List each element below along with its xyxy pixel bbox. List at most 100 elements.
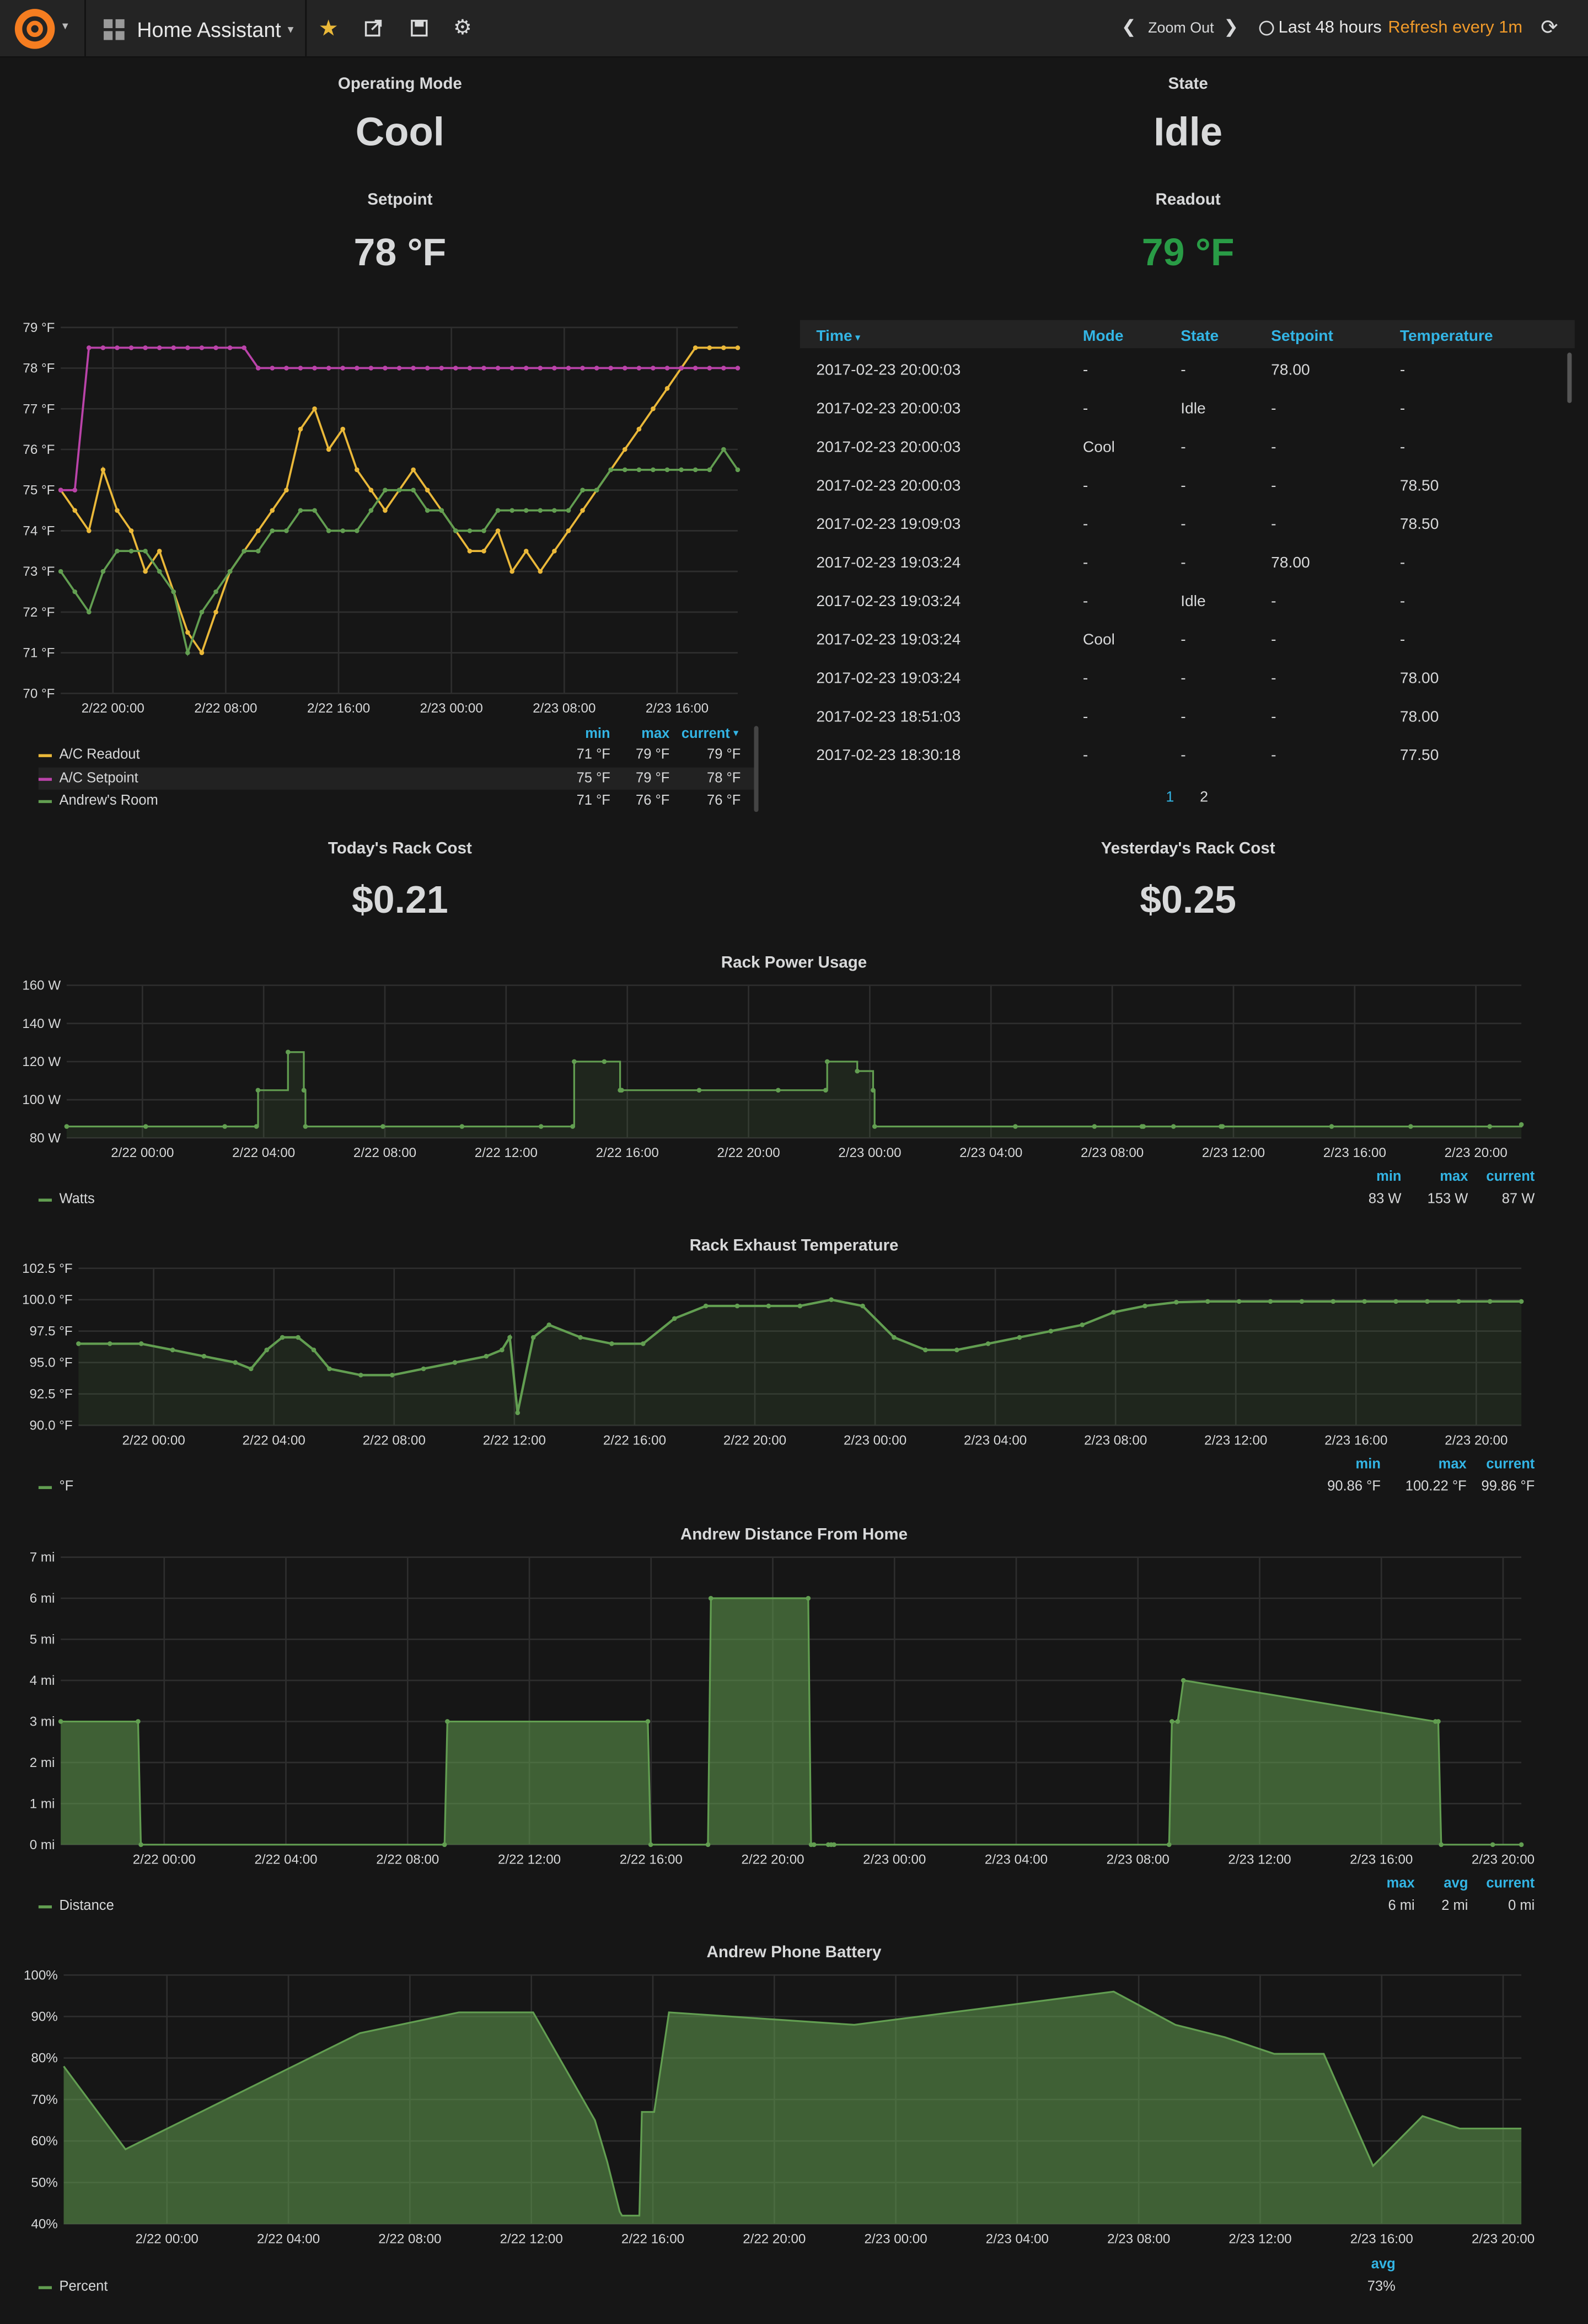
data-point bbox=[1141, 1124, 1146, 1129]
legend-header-min[interactable]: min bbox=[585, 726, 610, 742]
save-icon[interactable] bbox=[410, 18, 428, 44]
series-line bbox=[60, 447, 739, 657]
data-point bbox=[312, 406, 317, 411]
legend-header-max[interactable]: max bbox=[641, 726, 670, 742]
data-point bbox=[383, 366, 388, 371]
zoom-forward-chevron-icon[interactable]: ❯ bbox=[1224, 16, 1239, 38]
legend-series-name[interactable]: A/C Readout bbox=[59, 747, 140, 763]
table-scrollbar[interactable] bbox=[1567, 352, 1572, 403]
x-tick-label: 2/22 04:00 bbox=[254, 1852, 317, 1867]
data-point bbox=[1080, 1322, 1085, 1327]
col-temperature[interactable]: Temperature bbox=[1399, 327, 1493, 345]
col-mode[interactable]: Mode bbox=[1082, 327, 1124, 345]
table-cell: - bbox=[1082, 477, 1088, 495]
time-range-picker[interactable]: Last 48 hours bbox=[1278, 19, 1382, 38]
dashboard-picker[interactable]: Home Assistant ▾ bbox=[104, 17, 293, 43]
distance-graph[interactable]: 0 mi 1 mi 2 mi 3 mi 4 mi 5 mi 6 mi 7 mi 2/22 00:… bbox=[0, 1547, 1541, 1875]
table-cell: - bbox=[1271, 515, 1276, 534]
data-point bbox=[892, 1335, 897, 1340]
col-state[interactable]: State bbox=[1181, 327, 1219, 345]
data-point bbox=[806, 1595, 811, 1601]
page-2-link[interactable]: 2 bbox=[1200, 789, 1209, 806]
legend-series-row[interactable]: Andrew's Room 71 °F 76 °F 76 °F bbox=[38, 790, 755, 813]
zoom-back-chevron-icon[interactable]: ❮ bbox=[1121, 16, 1136, 38]
legend-scrollbar[interactable] bbox=[754, 726, 759, 812]
share-icon[interactable] bbox=[364, 18, 384, 44]
x-tick-label: 2/22 08:00 bbox=[353, 1145, 416, 1160]
grafana-logo-icon[interactable] bbox=[14, 9, 55, 49]
table-cell: Cool bbox=[1082, 438, 1115, 457]
data-point bbox=[664, 386, 670, 391]
data-point bbox=[1329, 1124, 1334, 1129]
data-point bbox=[143, 345, 148, 350]
data-point bbox=[509, 366, 514, 371]
data-point bbox=[1268, 1299, 1273, 1304]
data-point bbox=[368, 508, 374, 513]
legend-header-current[interactable]: current bbox=[681, 726, 730, 742]
legend-stat-header[interactable]: current bbox=[1486, 1456, 1535, 1473]
table-header-bar bbox=[800, 320, 1575, 349]
legend-series-name[interactable]: A/C Setpoint bbox=[59, 769, 138, 786]
x-tick-label: 2/22 08:00 bbox=[376, 1852, 439, 1867]
legend-stat-header[interactable]: current bbox=[1486, 1169, 1535, 1186]
legend-series-name[interactable]: °F bbox=[59, 1479, 74, 1495]
legend-series-name[interactable]: Percent bbox=[59, 2278, 108, 2295]
legend-series-name[interactable]: Andrew's Room bbox=[59, 792, 158, 809]
data-point bbox=[580, 488, 585, 492]
legend-series-row[interactable]: A/C Setpoint 75 °F 79 °F 78 °F bbox=[38, 767, 756, 790]
col-setpoint[interactable]: Setpoint bbox=[1271, 327, 1333, 345]
legend-stat-header[interactable]: current bbox=[1486, 1876, 1535, 1892]
legend-series-row[interactable]: A/C Readout 71 °F 79 °F 79 °F bbox=[38, 744, 755, 767]
data-point bbox=[136, 1719, 141, 1724]
battery-legend: Percent avg 73% bbox=[38, 2256, 1535, 2298]
y-tick-label: 3 mi bbox=[30, 1715, 55, 1729]
legend-stat-value: 90.86 °F bbox=[1327, 1479, 1381, 1495]
data-point bbox=[566, 528, 571, 533]
data-point bbox=[87, 345, 92, 350]
battery-graph[interactable]: 40% 50% 60% 70% 80% 90% 100% 2/22 00:00 2/22 04:… bbox=[0, 1964, 1541, 2255]
data-point bbox=[298, 426, 303, 432]
table-cell: Idle bbox=[1181, 400, 1206, 418]
legend-stat-header[interactable]: min bbox=[1376, 1169, 1402, 1186]
data-point bbox=[823, 1088, 828, 1093]
exhaust-graph[interactable]: 90.0 °F 92.5 °F 95.0 °F 97.5 °F 100.0 °F 102.… bbox=[0, 1258, 1541, 1454]
col-time[interactable]: Time ▾ bbox=[816, 327, 861, 345]
legend-stat-header[interactable]: avg bbox=[1444, 1876, 1468, 1892]
table-row: 2017-02-23 18:30:18 - - - 77.50 bbox=[816, 736, 1564, 775]
x-tick-label: 2/23 00:00 bbox=[420, 701, 483, 716]
legend-stat-header[interactable]: avg bbox=[1371, 2256, 1396, 2273]
data-point bbox=[72, 589, 78, 595]
data-point bbox=[705, 1842, 711, 1848]
legend-stat-header[interactable]: max bbox=[1386, 1876, 1415, 1892]
data-point bbox=[696, 1088, 702, 1093]
table-cell: - bbox=[1181, 438, 1186, 457]
table-row: 2017-02-23 19:03:24 - - - 78.00 bbox=[816, 660, 1564, 698]
zoom-out-button[interactable]: Zoom Out bbox=[1148, 20, 1214, 38]
legend-stat-header[interactable]: max bbox=[1438, 1456, 1467, 1473]
data-point bbox=[213, 345, 218, 350]
power-graph[interactable]: 80 W 100 W 120 W 140 W 160 W 2/22 00:00 2/22 0… bbox=[0, 975, 1541, 1168]
legend-stat-value: 73% bbox=[1367, 2278, 1396, 2295]
legend-stat-header[interactable]: max bbox=[1440, 1169, 1468, 1186]
table-cell: - bbox=[1399, 400, 1405, 418]
data-point bbox=[76, 1341, 81, 1346]
logo-caret-icon[interactable]: ▾ bbox=[62, 19, 68, 33]
data-point bbox=[566, 508, 571, 513]
star-icon[interactable]: ★ bbox=[318, 16, 339, 42]
data-point bbox=[64, 1124, 69, 1129]
legend-series-name[interactable]: Distance bbox=[59, 1898, 114, 1915]
legend-series-name[interactable]: Watts bbox=[59, 1191, 95, 1208]
data-point bbox=[831, 1842, 836, 1848]
refresh-icon[interactable]: ⟳ bbox=[1541, 14, 1558, 39]
table-row: 2017-02-23 19:09:03 - - - 78.50 bbox=[816, 505, 1564, 544]
temperature-graph[interactable]: 70 °F 71 °F 72 °F 73 °F 74 °F 75 °F 76 °F 77 °F… bbox=[0, 314, 763, 726]
data-point bbox=[538, 1124, 544, 1129]
refresh-interval[interactable]: Refresh every 1m bbox=[1388, 19, 1523, 38]
data-point bbox=[439, 366, 444, 371]
data-point bbox=[923, 1347, 928, 1353]
data-point bbox=[326, 528, 331, 533]
settings-gear-icon[interactable]: ⚙ bbox=[453, 14, 472, 39]
legend-stat-header[interactable]: min bbox=[1355, 1456, 1381, 1473]
page-1-link[interactable]: 1 bbox=[1166, 789, 1174, 806]
data-point bbox=[185, 650, 190, 655]
